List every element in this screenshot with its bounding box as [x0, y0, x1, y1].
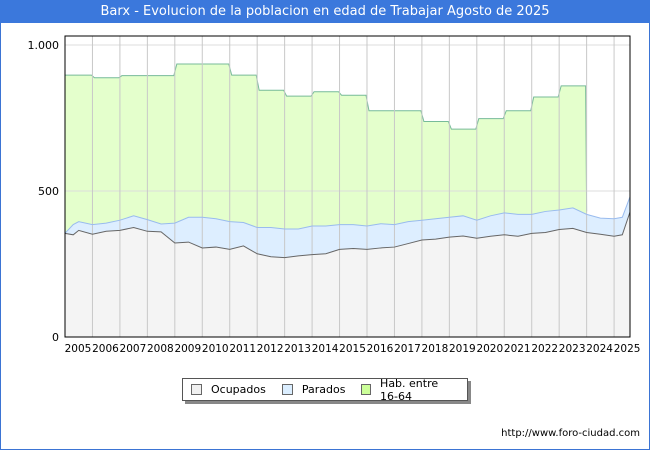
- legend-swatch-parados: [281, 384, 293, 395]
- x-tick-label: 2011: [229, 343, 256, 355]
- parados-area: [65, 196, 630, 258]
- x-tick-label: 2009: [174, 343, 201, 355]
- legend-item-ocupados: Ocupados: [191, 383, 266, 396]
- source-url[interactable]: http://www.foro-ciudad.com: [501, 428, 640, 439]
- y-tick-label: 500: [38, 185, 59, 198]
- x-tick-label: 2019: [449, 343, 476, 355]
- y-tick-label: 1.000: [28, 39, 60, 52]
- hab-line: [65, 63, 588, 212]
- y-tick-label: 0: [52, 331, 59, 344]
- x-tick-label: 2025: [614, 343, 641, 355]
- x-tick-label: 2017: [394, 343, 421, 355]
- legend-swatch-hab: [361, 384, 372, 395]
- x-tick-label: 2015: [339, 343, 366, 355]
- legend-swatch-ocupados: [191, 384, 202, 395]
- parados-line: [64, 196, 631, 234]
- x-tick-label: 2016: [367, 343, 394, 355]
- x-tick-label: 2008: [147, 343, 174, 355]
- ocupados-line: [64, 211, 631, 259]
- legend-label: Hab. entre 16-64: [380, 376, 439, 403]
- legend-label: Parados: [301, 383, 346, 396]
- x-tick-label: 2014: [312, 343, 339, 355]
- legend-label: Ocupados: [211, 383, 266, 396]
- chart-title: Barx - Evolucion de la poblacion en edad…: [0, 0, 650, 23]
- ocupados-area: [65, 212, 630, 337]
- legend: Ocupados Parados Hab. entre 16-64: [182, 377, 468, 403]
- plot-border: [64, 35, 631, 338]
- x-tick-label: 2005: [65, 343, 92, 355]
- x-tick-label: 2007: [120, 343, 147, 355]
- x-tick-label: 2012: [257, 343, 284, 355]
- x-tick-label: 2021: [504, 343, 531, 355]
- x-tick-label: 2010: [202, 343, 229, 355]
- x-tick-label: 2022: [531, 343, 558, 355]
- x-tick-label: 2020: [476, 343, 503, 355]
- x-tick-label: 2013: [284, 343, 311, 355]
- x-tick-label: 2024: [586, 343, 613, 355]
- legend-item-parados: Parados: [281, 383, 346, 396]
- x-tick-label: 2006: [92, 343, 119, 355]
- x-tick-label: 2023: [559, 343, 586, 355]
- legend-item-hab: Hab. entre 16-64: [361, 377, 459, 403]
- x-tick-label: 2018: [422, 343, 449, 355]
